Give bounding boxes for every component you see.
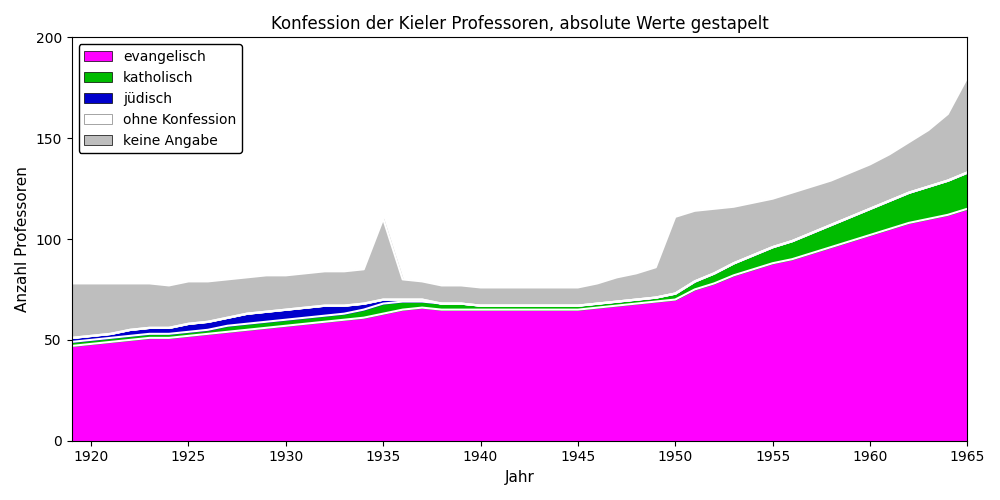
Legend: evangelisch, katholisch, jüdisch, ohne Konfession, keine Angabe: evangelisch, katholisch, jüdisch, ohne K… — [79, 44, 242, 153]
Title: Konfession der Kieler Professoren, absolute Werte gestapelt: Konfession der Kieler Professoren, absol… — [271, 15, 768, 33]
Y-axis label: Anzahl Professoren: Anzahl Professoren — [15, 166, 30, 312]
X-axis label: Jahr: Jahr — [505, 470, 534, 485]
